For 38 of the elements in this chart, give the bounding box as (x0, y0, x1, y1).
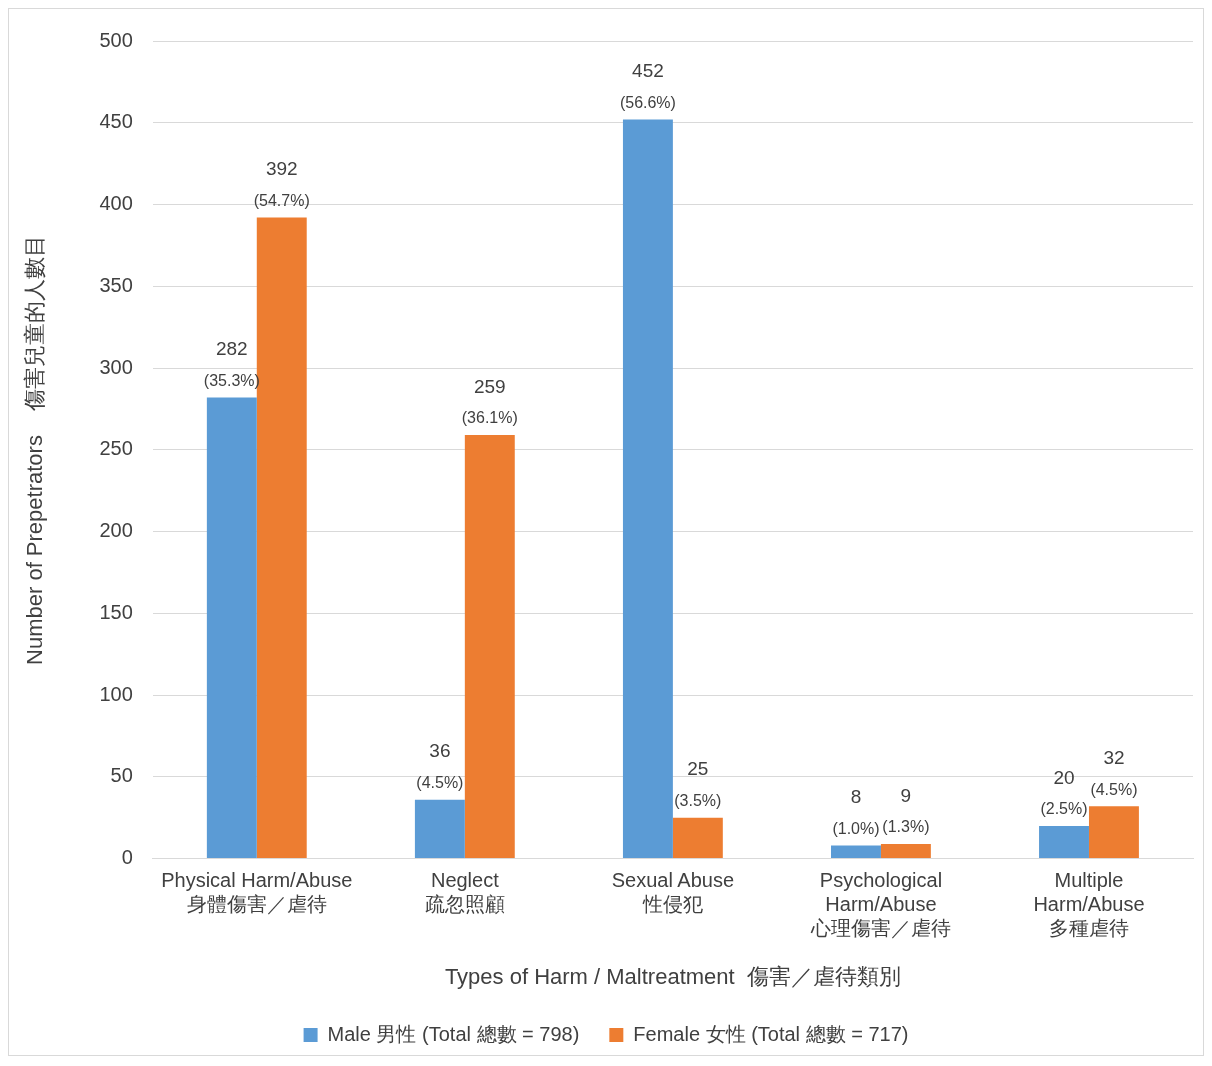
x-axis-title: Types of Harm / Maltreatment 傷害／虐待類別 (444, 963, 901, 989)
y-tick-label: 200 (99, 519, 133, 542)
x-tick-label: Sexual Abuse 性侵犯 (611, 869, 735, 916)
bar (1088, 806, 1139, 859)
y-tick-label: 400 (99, 192, 133, 215)
y-tick-label: 50 (110, 764, 133, 787)
data-label: 9 (1.3%) (882, 784, 930, 836)
legend-label: Male 男性 (Total 總數 = 798) (327, 1022, 580, 1045)
bar (880, 843, 931, 859)
y-tick-label: 0 (121, 846, 133, 869)
bar (831, 845, 881, 859)
data-label: 25 (3.5%) (674, 758, 722, 810)
x-tick-label: Neglect 疏忽照顧 (424, 869, 505, 916)
data-label: 259 (36.1%) (461, 375, 518, 427)
data-label: 392 (54.7%) (253, 158, 310, 210)
bar (414, 799, 465, 859)
y-tick-label: 300 (99, 355, 133, 378)
bar (622, 119, 673, 859)
y-tick-label: 100 (99, 682, 133, 705)
data-label: 36 (4.5%) (416, 740, 464, 792)
bar (672, 817, 723, 859)
bar (206, 397, 257, 859)
y-tick-label: 150 (99, 600, 133, 623)
x-tick-label: Physical Harm/Abuse 身體傷害／虐待 (161, 869, 353, 916)
y-tick-label: 500 (99, 28, 133, 51)
bar (464, 435, 515, 859)
data-label: 20 (2.5%) (1040, 766, 1088, 818)
data-label: 32 (4.5%) (1090, 747, 1138, 798)
y-axis-title: Number of Prepetrators 傷害兒童的人數目 (22, 234, 48, 665)
x-tick-label: Multiple Harm/Abuse 多種虐待 (1033, 869, 1145, 940)
data-label: 452 (56.6%) (619, 60, 676, 111)
data-label: 8 (1.0%) (832, 786, 880, 837)
y-tick-label: 350 (99, 273, 133, 296)
bar (1039, 825, 1089, 859)
x-tick-label: Psychological Harm/Abuse 心理傷害／虐待 (809, 869, 951, 940)
y-tick-label: 450 (99, 110, 133, 133)
y-tick-label: 250 (99, 437, 133, 460)
legend-label: Female 女性 (Total 總數 = 717) (633, 1022, 909, 1045)
